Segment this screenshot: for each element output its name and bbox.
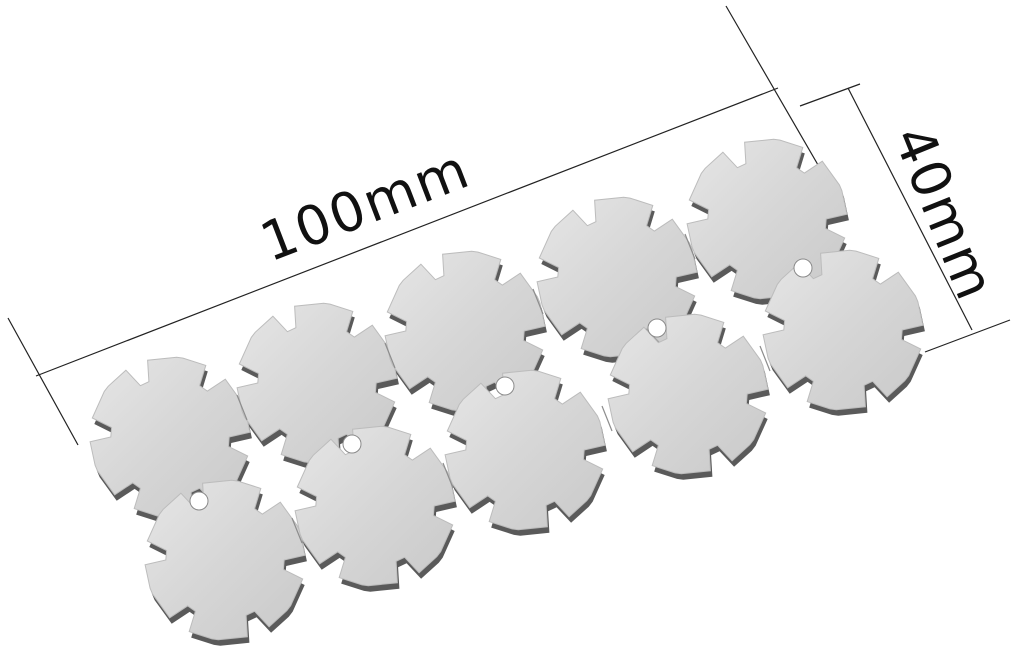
star-plate <box>444 369 606 531</box>
width-dimension-line <box>847 87 973 331</box>
plate-seam <box>236 394 248 421</box>
mounting-hole <box>495 376 515 396</box>
plate-seam <box>759 345 771 372</box>
length-dimension-line <box>35 87 779 377</box>
width-extension-bottom <box>924 319 1011 353</box>
plate-seam <box>684 233 696 260</box>
mounting-hole <box>647 318 667 338</box>
star-plate <box>762 249 924 411</box>
star-plate <box>294 425 456 587</box>
star-plate <box>607 313 769 475</box>
mounting-hole <box>342 434 362 454</box>
plate-seam <box>532 288 544 315</box>
plate-seam <box>442 462 454 489</box>
plate-seam <box>291 517 303 544</box>
plate-seam <box>384 342 396 369</box>
star-plate <box>144 479 306 641</box>
plate-seam <box>601 405 613 432</box>
mounting-hole <box>189 491 209 511</box>
length-extension-left <box>7 317 79 446</box>
width-extension-top <box>799 83 861 107</box>
mounting-hole <box>793 258 813 278</box>
led-star-plate-array <box>89 138 925 646</box>
